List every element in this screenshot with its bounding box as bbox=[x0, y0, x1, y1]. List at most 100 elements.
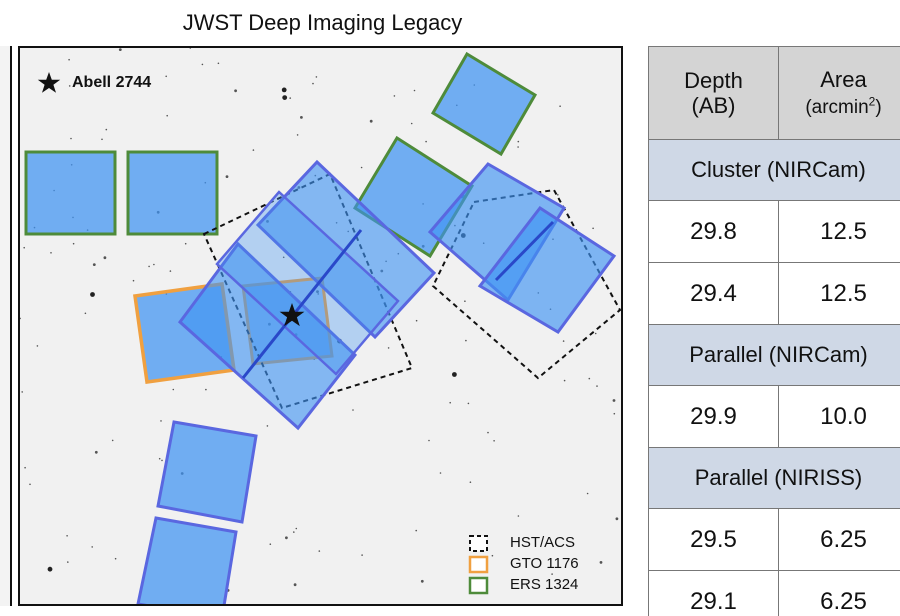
background-star bbox=[85, 313, 87, 315]
background-star bbox=[416, 320, 418, 322]
background-star bbox=[293, 531, 295, 533]
background-star bbox=[68, 59, 70, 61]
background-star bbox=[101, 139, 103, 141]
figure-title: JWST Deep Imaging Legacy bbox=[0, 10, 645, 36]
background-star bbox=[173, 389, 175, 391]
background-star bbox=[226, 175, 229, 178]
background-star bbox=[518, 141, 520, 143]
depth-cell: 29.4 bbox=[649, 263, 779, 325]
sky-map-panel: Abell 2744 HST/ACS GTO 1176 ERS 1324 bbox=[18, 46, 623, 606]
background-star bbox=[464, 300, 466, 302]
background-star bbox=[421, 580, 424, 583]
section-row-parallel-niriss: Parallel (NIRISS) bbox=[649, 448, 900, 509]
background-star bbox=[48, 567, 53, 572]
table-row: 29.1 6.25 bbox=[649, 571, 900, 616]
background-star bbox=[600, 561, 603, 564]
background-star bbox=[614, 413, 616, 415]
background-star bbox=[300, 116, 303, 119]
background-star bbox=[559, 105, 561, 107]
legend-item-ers: ERS 1324 bbox=[485, 574, 579, 595]
header-area-unit: (arcmin2) bbox=[805, 97, 881, 118]
area-cell: 12.5 bbox=[779, 201, 900, 263]
background-star bbox=[148, 266, 150, 268]
background-star bbox=[361, 554, 363, 556]
background-star bbox=[165, 76, 167, 78]
background-star bbox=[50, 252, 52, 254]
background-star bbox=[253, 149, 255, 151]
background-star bbox=[285, 536, 288, 539]
background-star bbox=[282, 95, 287, 100]
adjacent-panel-edge bbox=[0, 46, 12, 606]
background-star bbox=[518, 515, 520, 517]
table-row: 29.8 12.5 bbox=[649, 201, 900, 263]
background-star bbox=[425, 141, 427, 143]
background-star bbox=[93, 263, 96, 266]
header-depth-line1: Depth bbox=[684, 68, 743, 93]
background-star bbox=[67, 561, 69, 563]
background-star bbox=[493, 440, 495, 442]
background-star bbox=[470, 481, 472, 483]
survey-table: Depth (AB) Area (arcmin2) Cluster (NIRCa… bbox=[648, 46, 900, 616]
background-star bbox=[119, 48, 122, 51]
section-label: Parallel (NIRCam) bbox=[649, 325, 900, 386]
background-star bbox=[159, 458, 161, 460]
area-cell: 12.5 bbox=[779, 263, 900, 325]
section-row-cluster-nircam: Cluster (NIRCam) bbox=[649, 140, 900, 201]
background-star bbox=[468, 403, 470, 405]
background-star bbox=[270, 543, 272, 545]
background-star bbox=[115, 558, 117, 560]
legend-label-gto: GTO 1176 bbox=[510, 555, 579, 572]
background-star bbox=[316, 76, 318, 78]
background-star bbox=[21, 391, 23, 393]
background-star bbox=[319, 550, 321, 552]
depth-area-table: Depth (AB) Area (arcmin2) Cluster (NIRCa… bbox=[648, 46, 900, 616]
header-area-unit-close: ) bbox=[875, 97, 881, 118]
background-star bbox=[289, 97, 291, 99]
background-star bbox=[160, 420, 162, 422]
background-star bbox=[452, 372, 457, 377]
background-star bbox=[202, 64, 204, 66]
ers-tile-center bbox=[128, 152, 217, 234]
background-star bbox=[294, 583, 297, 586]
background-star bbox=[616, 517, 619, 520]
background-star bbox=[24, 467, 26, 469]
table-row: 29.4 12.5 bbox=[649, 263, 900, 325]
background-star bbox=[91, 546, 93, 548]
background-star bbox=[312, 83, 314, 85]
header-depth-line2: (AB) bbox=[692, 93, 736, 118]
legend-item-gto: GTO 1176 bbox=[485, 553, 579, 574]
background-star bbox=[589, 378, 591, 380]
background-star bbox=[133, 280, 135, 282]
legend-label-hst: HST/ACS bbox=[510, 534, 575, 551]
background-star bbox=[37, 345, 39, 347]
background-star bbox=[73, 243, 75, 245]
background-star bbox=[487, 432, 489, 434]
background-star bbox=[370, 120, 373, 123]
ers-tile-upper-right bbox=[433, 54, 535, 154]
target-label: Abell 2744 bbox=[72, 74, 151, 92]
legend-item-hst: HST/ACS bbox=[485, 532, 579, 553]
depth-cell: 29.5 bbox=[649, 509, 779, 571]
background-star bbox=[415, 530, 417, 532]
background-star bbox=[411, 123, 413, 125]
legend: HST/ACS GTO 1176 ERS 1324 bbox=[485, 532, 579, 595]
background-star bbox=[361, 167, 363, 169]
background-star bbox=[297, 134, 299, 136]
background-star bbox=[394, 95, 396, 97]
background-star bbox=[449, 402, 451, 404]
background-star bbox=[595, 333, 597, 335]
table-row: 29.9 10.0 bbox=[649, 386, 900, 448]
table-header-row: Depth (AB) Area (arcmin2) bbox=[649, 47, 900, 140]
background-star bbox=[70, 138, 72, 140]
background-star bbox=[557, 194, 559, 196]
area-cell: 10.0 bbox=[779, 386, 900, 448]
depth-cell: 29.9 bbox=[649, 386, 779, 448]
background-star bbox=[465, 340, 467, 342]
background-star bbox=[69, 85, 71, 87]
background-star bbox=[166, 115, 168, 117]
background-star bbox=[282, 88, 287, 93]
background-star bbox=[104, 256, 107, 259]
header-area: Area (arcmin2) bbox=[779, 47, 900, 140]
background-star bbox=[414, 90, 416, 92]
background-star bbox=[267, 425, 269, 427]
